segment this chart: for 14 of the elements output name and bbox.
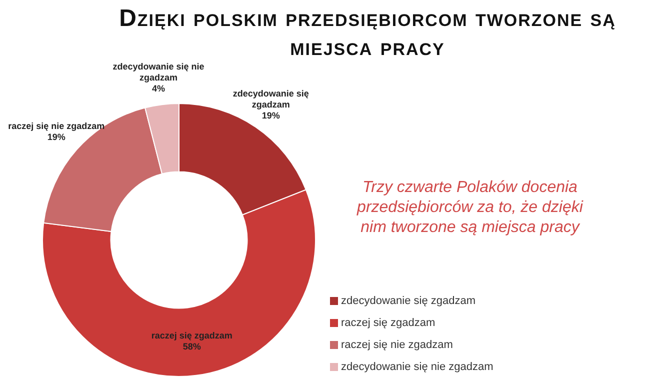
data-label: 19%: [47, 132, 66, 142]
legend-label: raczej się zgadzam: [341, 317, 436, 329]
slice-label: zdecydowanie się zgadzam: [232, 88, 309, 110]
data-label: 4%: [152, 83, 166, 94]
slice-label: raczej się nie zgadzam: [8, 120, 105, 131]
data-label: 58%: [182, 342, 201, 352]
legend-label: raczej się nie zgadzam: [341, 339, 453, 351]
legend-label: zdecydowanie się nie zgadzam: [341, 361, 494, 373]
text: Trzy czwarte Polaków docenia przedsiębiorców za to, że dzięki nim tworzone są miejsca pracy: [356, 178, 584, 238]
slice-label: raczej się zgadzam: [151, 330, 232, 341]
data-label: 19%: [262, 110, 280, 120]
slice-label: zdecydowanie się nie zgadzam: [112, 61, 204, 82]
chart-title: Dzięki polskim przedsiębiorcom tworzone są miejsca pracy: [118, 4, 617, 62]
legend-label: zdecydowanie się zgadzam: [341, 295, 476, 307]
